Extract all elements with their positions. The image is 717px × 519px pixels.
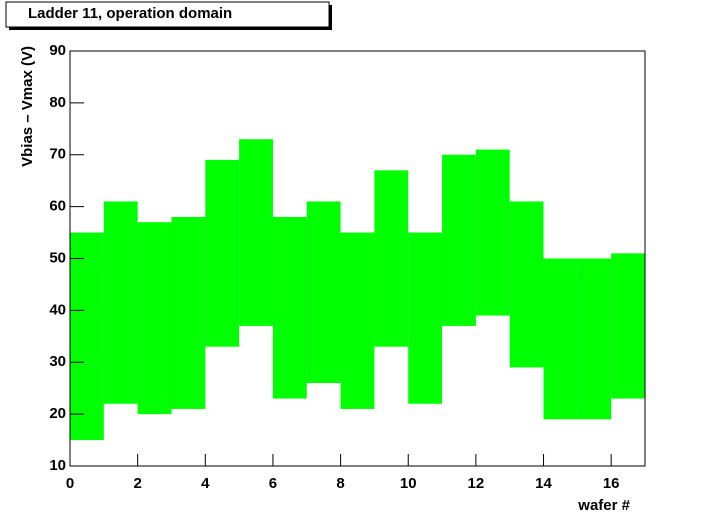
range-bar xyxy=(611,253,645,399)
range-bar xyxy=(103,201,138,404)
range-bar xyxy=(171,217,206,409)
x-tick-label: 2 xyxy=(133,475,141,492)
y-tick-label: 20 xyxy=(49,405,66,422)
y-tick-label: 70 xyxy=(49,146,66,163)
x-tick-label: 10 xyxy=(400,475,417,492)
range-bar xyxy=(442,154,476,326)
x-tick-label: 0 xyxy=(66,475,74,492)
x-tick-label: 16 xyxy=(603,475,620,492)
y-tick-label: 90 xyxy=(49,42,66,59)
range-bar xyxy=(239,139,273,326)
range-bar xyxy=(408,232,443,404)
range-bar xyxy=(577,258,612,420)
range-bar xyxy=(374,170,409,347)
x-axis-label: wafer # xyxy=(577,497,630,514)
y-tick-label: 60 xyxy=(49,198,66,215)
range-bar xyxy=(306,201,341,383)
x-tick-label: 8 xyxy=(336,475,344,492)
range-bar xyxy=(205,159,240,347)
range-bar xyxy=(70,232,104,441)
x-tick-label: 6 xyxy=(269,475,277,492)
x-tick-label: 4 xyxy=(201,475,210,492)
title-box xyxy=(5,1,330,28)
y-tick-label: 30 xyxy=(49,353,66,370)
range-bar xyxy=(475,149,510,316)
y-tick-label: 50 xyxy=(49,249,66,266)
y-axis-label: Vbias – Vmax (V) xyxy=(19,46,36,167)
y-tick-label: 80 xyxy=(49,94,66,111)
range-bar xyxy=(509,201,544,368)
range-bar xyxy=(137,222,172,415)
chart-title: Ladder 11, operation domain xyxy=(28,5,232,22)
x-tick-label: 14 xyxy=(535,475,552,492)
range-bar xyxy=(272,217,307,399)
y-tick-label: 10 xyxy=(49,457,66,474)
range-bar xyxy=(340,232,375,409)
y-tick-label: 40 xyxy=(49,301,66,318)
range-bar xyxy=(543,258,578,420)
x-tick-label: 12 xyxy=(468,475,485,492)
